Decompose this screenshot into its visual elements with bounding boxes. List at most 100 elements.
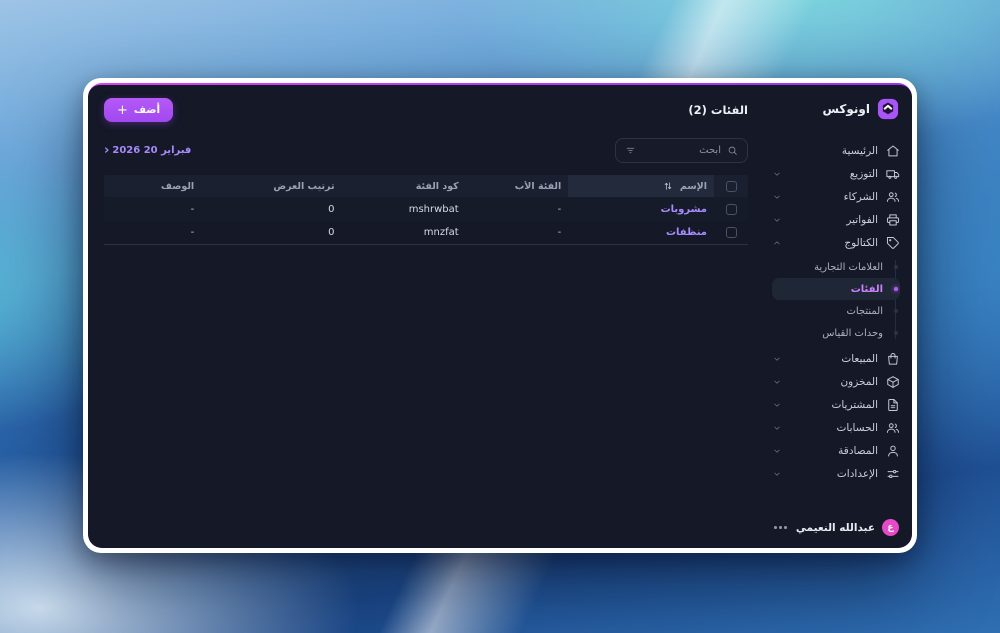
sidebar-subitem[interactable]: المنتجات — [772, 300, 900, 322]
search-box[interactable] — [615, 138, 748, 163]
sidebar-item[interactable]: الكتالوج — [772, 231, 900, 254]
sidebar-item-label: الكتالوج — [844, 236, 878, 249]
add-button[interactable]: أضف + — [104, 98, 174, 122]
ellipsis-icon[interactable] — [772, 522, 789, 533]
row-checkbox[interactable] — [725, 227, 737, 238]
app-logo-icon — [877, 98, 899, 120]
column-header-code[interactable]: كود الفئة — [415, 180, 459, 192]
add-button-label: أضف — [133, 104, 161, 116]
table-row[interactable]: مشروبات - mshrwbat 0 - — [104, 197, 748, 221]
sidebar-item[interactable]: المصادقة — [772, 439, 900, 462]
sidebar-item[interactable]: المشتريات — [772, 393, 900, 416]
display-order-cell: 0 — [328, 227, 335, 238]
sidebar-item-label: المشتريات — [831, 398, 878, 411]
sidebar-item[interactable]: الفواتير — [772, 208, 900, 231]
window-accent-frame: اونوكس الرئيسية التوزيع الشركاء الفواتير الك… — [88, 83, 912, 548]
select-all-checkbox[interactable] — [725, 180, 737, 192]
sidebar-subnav: العلامات التجارية الفئات المنتجات وحدات الق… — [772, 254, 900, 347]
sidebar-item-label: الرئيسية — [841, 144, 878, 157]
category-code-cell: mnzfat — [423, 227, 459, 238]
user-avatar[interactable]: ع — [882, 519, 899, 536]
sidebar-subitem-label: العلامات التجارية — [814, 261, 883, 273]
display-order-cell: 0 — [328, 203, 335, 215]
toolbar: فبراير 20 2026 ‹ — [104, 138, 748, 163]
search-icon — [727, 145, 738, 156]
chevron-down-icon[interactable] — [772, 423, 782, 433]
sidebar-item-label: الفواتير — [846, 213, 878, 226]
sidebar-item[interactable]: الإعدادات — [772, 462, 900, 485]
column-header-desc[interactable]: الوصف — [160, 180, 195, 192]
app-surface: اونوكس الرئيسية التوزيع الشركاء الفواتير الك… — [88, 85, 912, 548]
chevron-down-icon[interactable] — [772, 354, 782, 364]
date-label: فبراير 20 2026 — [112, 145, 192, 156]
sidebar-subitem-active[interactable]: الفئات — [772, 278, 900, 300]
sidebar-subitem-label: الفئات — [850, 283, 883, 295]
category-code-cell: mshrwbat — [408, 203, 459, 215]
row-checkbox[interactable] — [725, 203, 737, 215]
sidebar-item[interactable]: الرئيسية — [772, 139, 900, 162]
chevron-left-icon[interactable]: ‹ — [104, 142, 110, 158]
sidebar-subitem[interactable]: وحدات القياس — [772, 322, 900, 344]
sidebar-item[interactable]: المخزون — [772, 370, 900, 393]
users-icon — [886, 190, 900, 204]
printer-icon — [886, 213, 900, 227]
plus-icon: + — [117, 102, 128, 118]
column-header-order[interactable]: ترتيب العرض — [273, 180, 335, 192]
bag-icon — [886, 352, 900, 366]
column-header-parent[interactable]: الفئة الأب — [514, 180, 562, 192]
page-title: الفئات (2) — [688, 103, 748, 117]
sidebar-item-label: المخزون — [840, 375, 878, 388]
package-icon — [886, 375, 900, 389]
sidebar-item[interactable]: الحسابات — [772, 416, 900, 439]
chevron-down-icon[interactable] — [772, 469, 782, 479]
description-cell: - — [190, 203, 195, 215]
sidebar-item[interactable]: الشركاء — [772, 185, 900, 208]
date-navigator[interactable]: فبراير 20 2026 ‹ — [104, 142, 192, 158]
table-row[interactable]: منظفات - mnzfat 0 - — [104, 221, 748, 245]
sidebar-subitem-label: المنتجات — [846, 305, 883, 317]
description-cell: - — [190, 227, 195, 238]
home-icon — [886, 144, 900, 158]
tag-icon — [886, 236, 900, 250]
app-window: اونوكس الرئيسية التوزيع الشركاء الفواتير الك… — [83, 78, 917, 553]
sidebar-item[interactable]: المبيعات — [772, 347, 900, 370]
main-content: الفئات (2) أضف + فبراير 20 2026 ‹ — [88, 85, 760, 548]
select-all-cell — [714, 180, 748, 192]
sliders-icon — [886, 467, 900, 481]
brand: اونوكس — [772, 97, 900, 120]
table-header-row: الإسم الفئة الأب كود الفئة ترتيب العرض الوصف — [104, 175, 748, 197]
chevron-down-icon[interactable] — [772, 377, 782, 387]
parent-category-cell: - — [557, 227, 562, 238]
table-body: مشروبات - mshrwbat 0 - منظفات - mnzfat 0 - — [104, 197, 748, 245]
chevron-down-icon[interactable] — [772, 446, 782, 456]
sidebar: اونوكس الرئيسية التوزيع الشركاء الفواتير الك… — [760, 85, 912, 548]
document-icon — [886, 398, 900, 412]
users-icon — [886, 421, 900, 435]
sidebar-nav: الرئيسية التوزيع الشركاء الفواتير الكتالوج ال… — [772, 139, 900, 513]
category-name-link[interactable]: مشروبات — [660, 203, 707, 215]
sidebar-item-label: المبيعات — [841, 352, 878, 365]
sidebar-item-label: الإعدادات — [836, 467, 878, 480]
sidebar-item[interactable]: التوزيع — [772, 162, 900, 185]
sidebar-item-label: المصادقة — [838, 444, 878, 457]
chevron-down-icon[interactable] — [772, 192, 782, 202]
chevron-down-icon[interactable] — [772, 400, 782, 410]
user-row[interactable]: ع عبدالله النعيمي — [772, 513, 900, 538]
parent-category-cell: - — [557, 203, 562, 215]
chevron-down-icon[interactable] — [772, 169, 782, 179]
category-name-link[interactable]: منظفات — [665, 227, 707, 238]
user-name: عبدالله النعيمي — [795, 521, 875, 534]
sidebar-subitem[interactable]: العلامات التجارية — [772, 256, 900, 278]
sidebar-subitem-label: وحدات القياس — [822, 327, 883, 339]
chevron-up-icon[interactable] — [772, 238, 782, 248]
chevron-down-icon[interactable] — [772, 215, 782, 225]
search-input[interactable] — [642, 145, 721, 156]
sidebar-item-label: الشركاء — [843, 190, 878, 203]
column-header-name[interactable]: الإسم — [568, 175, 714, 197]
truck-icon — [886, 167, 900, 181]
user-icon — [886, 444, 900, 458]
sort-icon[interactable] — [663, 181, 673, 191]
filter-icon[interactable] — [625, 145, 636, 156]
brand-title: اونوكس — [822, 102, 870, 116]
page-header: الفئات (2) أضف + — [104, 98, 748, 122]
